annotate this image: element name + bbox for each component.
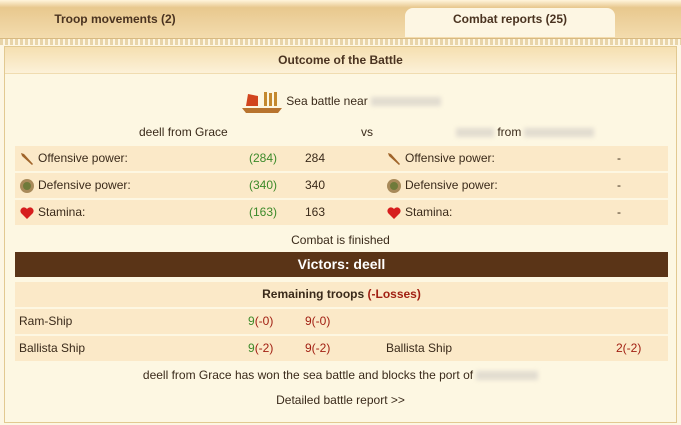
stat-row-defense: Defensive power: (340) 340 Defensive pow… — [15, 173, 668, 198]
troop-row: Ram-Ship 9(-0) 9(-0) — [15, 309, 668, 334]
tab-combat-reports[interactable]: Combat reports (25) — [405, 8, 615, 37]
sword-icon — [388, 152, 400, 165]
heart-icon — [387, 207, 401, 219]
battle-report-panel: Outcome of the Battle Sea battle near de… — [4, 46, 677, 423]
panel-title: Outcome of the Battle — [5, 47, 676, 74]
tab-bar: Troop movements (2) Combat reports (25) — [0, 0, 681, 39]
troop-row: Ballista Ship 9(-2) 9(-2) Ballista Ship … — [15, 336, 668, 361]
sword-icon — [21, 152, 33, 165]
combat-status: Combat is finished — [291, 233, 390, 247]
stat-row-stamina: Stamina: (163) 163 Stamina: - — [15, 200, 668, 225]
shield-icon — [387, 178, 401, 193]
battle-label: Sea battle near — [286, 94, 368, 108]
victors-banner: Victors: deell — [15, 252, 668, 277]
result-text: deell from Grace has won the sea battle … — [5, 368, 676, 382]
remaining-troops-header: Remaining troops (-Losses) — [15, 282, 668, 307]
battle-location: Sea battle near — [5, 89, 676, 114]
detailed-report-link[interactable]: Detailed battle report >> — [276, 393, 405, 407]
defender-name: from — [453, 125, 595, 139]
tab-troop-movements[interactable]: Troop movements (2) — [54, 12, 176, 26]
attacker-name: deell from Grace — [139, 125, 228, 139]
shield-icon — [20, 178, 34, 193]
stat-row-offense: Offensive power: (284) 284 Offensive pow… — [15, 146, 668, 171]
heart-icon — [20, 207, 34, 219]
ship-icon — [242, 91, 283, 113]
redacted-location — [370, 97, 441, 107]
vs-label: vs — [361, 125, 373, 139]
decorative-border — [0, 39, 681, 45]
